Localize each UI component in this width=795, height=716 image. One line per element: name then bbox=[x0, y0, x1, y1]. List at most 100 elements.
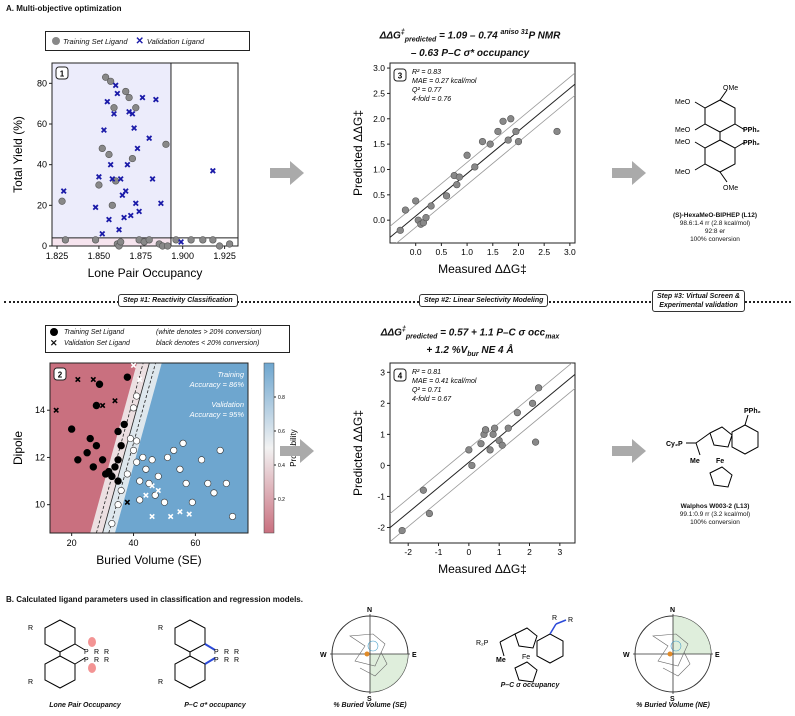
step2-label: Step #2: Linear Selectivity Modeling bbox=[419, 294, 549, 307]
training-point-black bbox=[123, 373, 132, 381]
validation-point bbox=[209, 167, 216, 174]
accuracy-annotation: Accuracy = 86% bbox=[189, 380, 245, 389]
training-point bbox=[102, 73, 110, 81]
x-tick-label: 60 bbox=[190, 538, 200, 548]
stat-text: 4-fold = 0.76 bbox=[412, 96, 451, 103]
data-point bbox=[465, 446, 473, 454]
confidence-line bbox=[390, 72, 575, 227]
stat-text: Q² = 0.71 bbox=[412, 387, 441, 394]
svg-text:Fe: Fe bbox=[522, 654, 530, 661]
y-tick-label: 0.5 bbox=[373, 190, 385, 200]
data-point bbox=[504, 424, 512, 432]
training-point bbox=[117, 238, 125, 246]
svg-text:N: N bbox=[367, 607, 372, 614]
ligand-l12-structure: OMe MeO MeO PPh₂ PPh₂ MeO MeO OMe bbox=[675, 85, 760, 192]
training-point-white bbox=[130, 446, 138, 454]
data-point bbox=[412, 197, 420, 205]
x-tick-label: 2.0 bbox=[513, 247, 525, 257]
colorbar bbox=[263, 362, 275, 534]
y-tick-label: -1 bbox=[377, 491, 385, 501]
training-point-white bbox=[133, 392, 141, 400]
training-point-white bbox=[117, 487, 125, 495]
legend-validation-label: Validation Ligand bbox=[146, 36, 205, 46]
x-tick-label: 1 bbox=[497, 547, 502, 557]
stat-text: Q² = 0.77 bbox=[412, 87, 442, 94]
svg-text:MeO: MeO bbox=[675, 139, 691, 146]
training-point bbox=[209, 236, 217, 244]
validation-point bbox=[116, 226, 122, 233]
data-point bbox=[442, 192, 451, 200]
black-x-icon: ✕ bbox=[50, 338, 58, 348]
data-point bbox=[531, 438, 540, 446]
data-point bbox=[468, 461, 476, 470]
svg-text:Cy₂P: Cy₂P bbox=[666, 441, 683, 448]
training-point-black bbox=[92, 401, 101, 410]
training-point bbox=[98, 144, 106, 152]
svg-text:S: S bbox=[367, 696, 372, 701]
training-point bbox=[122, 87, 130, 96]
training-point bbox=[58, 197, 66, 205]
training-point-black bbox=[111, 463, 119, 471]
svg-text:Me: Me bbox=[496, 657, 506, 664]
x-tick-label: 2.5 bbox=[538, 247, 550, 257]
colorbar-tick-label: 0.8 bbox=[278, 395, 285, 401]
svg-text:R: R bbox=[104, 657, 109, 664]
data-point bbox=[401, 206, 410, 214]
plot-frame bbox=[49, 362, 249, 534]
panel-badge-label: 4 bbox=[398, 372, 403, 381]
section-b-title: B. Calculated ligand parameters used in … bbox=[6, 595, 303, 604]
legend2-note-white: (white denotes > 20% conversion) bbox=[156, 328, 262, 336]
training-point bbox=[132, 104, 140, 112]
training-point-black bbox=[67, 425, 76, 433]
ligand-l13-name: Walphos W003-2 (L13) bbox=[680, 503, 750, 510]
validation-point bbox=[109, 175, 116, 182]
training-point-white bbox=[133, 458, 141, 466]
panel3-chart: 0.0 0.5 1.0 1.5 2.0 2.5 3.0 0.0 0.5 1.0 1.5 2.0 2.5 3… bbox=[351, 62, 576, 276]
data-point bbox=[553, 127, 561, 136]
shade-low-region bbox=[52, 237, 171, 246]
data-point bbox=[453, 181, 461, 189]
training-point-white bbox=[148, 456, 156, 464]
equation-panel3: ΔΔG‡predicted = 1.09 – 0.74 aniso 31P NM… bbox=[379, 29, 561, 60]
stat-text: MAE = 0.27 kcal/mol bbox=[412, 78, 477, 85]
validation-point bbox=[111, 110, 117, 117]
param-buried-volume-ne-label: % Buried Volume (NE) bbox=[636, 702, 710, 709]
fit-line bbox=[390, 373, 575, 529]
x-axis-label: Measured ΔΔG‡ bbox=[438, 262, 527, 276]
data-point bbox=[481, 426, 490, 434]
training-point bbox=[162, 140, 170, 148]
svg-text:R: R bbox=[28, 679, 33, 686]
x-tick-label: -2 bbox=[404, 547, 412, 557]
y-tick-label: 60 bbox=[37, 119, 47, 129]
data-point bbox=[499, 117, 507, 125]
ligand-l12-er: 92:8 er bbox=[704, 228, 726, 235]
plot-frame bbox=[389, 62, 576, 244]
validation-point bbox=[178, 238, 184, 245]
ligand-l13-structure: PPh₂ Cy₂P Fe Me bbox=[666, 408, 761, 488]
training-point-black bbox=[92, 441, 101, 450]
svg-text:PPh₂: PPh₂ bbox=[743, 140, 760, 147]
training-point-white bbox=[188, 498, 196, 506]
svg-text:R: R bbox=[94, 649, 99, 656]
x-axis-label: Measured ΔΔG‡ bbox=[438, 562, 527, 576]
validation-point bbox=[95, 173, 102, 180]
validation-point bbox=[149, 175, 156, 182]
training-point-white bbox=[170, 446, 178, 454]
arrow-right-icon bbox=[270, 161, 304, 185]
validation-point bbox=[90, 376, 97, 383]
training-point-white bbox=[182, 479, 190, 487]
data-point bbox=[396, 226, 404, 234]
svg-text:R: R bbox=[158, 679, 163, 686]
x-tick-label: 1.875 bbox=[130, 251, 153, 261]
validation-point bbox=[124, 161, 131, 168]
legend2-validation-label: Validation Set Ligand bbox=[64, 340, 130, 347]
decision-boundary-line bbox=[96, 363, 144, 533]
data-point bbox=[504, 136, 512, 144]
data-point bbox=[498, 441, 506, 449]
data-point bbox=[512, 127, 520, 136]
training-point-black bbox=[86, 434, 94, 443]
validation-point bbox=[99, 402, 106, 409]
validation-point bbox=[92, 204, 99, 211]
svg-text:R: R bbox=[234, 649, 239, 656]
panel-badge-label: 3 bbox=[398, 72, 403, 81]
